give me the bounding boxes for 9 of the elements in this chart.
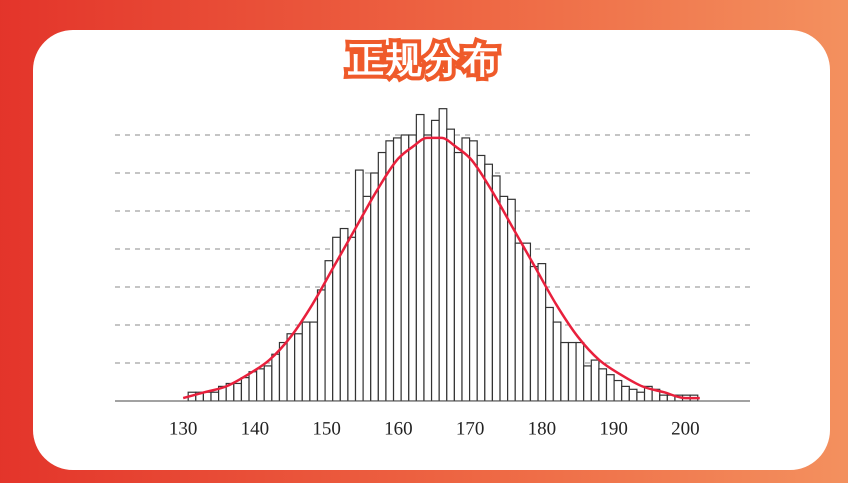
chart-title: 正规分布 bbox=[342, 36, 503, 84]
x-tick-label: 180 bbox=[528, 418, 556, 440]
x-tick-label: 140 bbox=[240, 418, 270, 440]
x-tick-label: 200 bbox=[671, 418, 700, 440]
x-tick-label: 170 bbox=[456, 418, 484, 440]
x-tick-label: 150 bbox=[312, 418, 341, 440]
x-tick-label: 130 bbox=[168, 418, 198, 440]
x-tick-label: 190 bbox=[599, 418, 628, 440]
x-tick-label: 160 bbox=[384, 418, 413, 440]
